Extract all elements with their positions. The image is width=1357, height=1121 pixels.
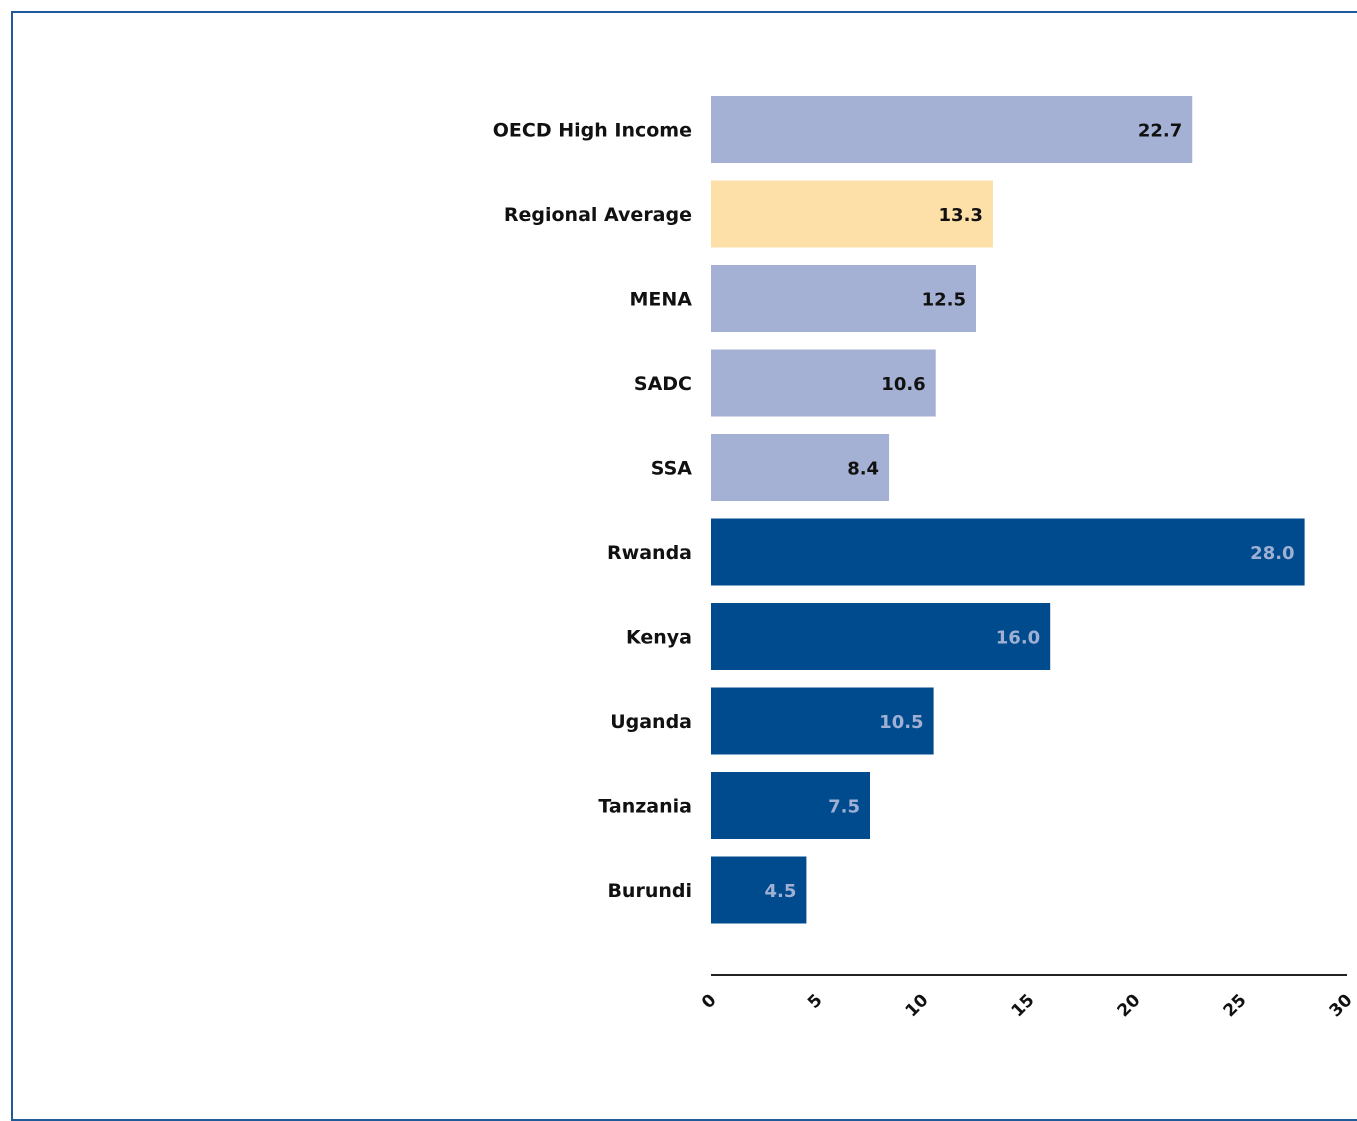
category-label-uganda: Uganda: [610, 711, 692, 733]
x-tick-label-30: 30: [1326, 990, 1357, 1021]
x-tick-label-10: 10: [902, 990, 933, 1021]
value-label-ssa: 8.4: [847, 459, 879, 480]
value-label-mena: 12.5: [922, 290, 966, 311]
x-tick-label-5: 5: [804, 990, 827, 1013]
value-label-rwanda: 28.0: [1250, 543, 1294, 564]
category-label-ssa: SSA: [651, 458, 693, 480]
bar-regional-average: [711, 180, 993, 248]
category-label-sadc: SADC: [634, 373, 692, 395]
value-label-sadc: 10.6: [881, 374, 925, 395]
value-label-uganda: 10.5: [879, 712, 923, 733]
category-label-mena: MENA: [630, 289, 693, 311]
bar-sadc: [711, 349, 936, 417]
x-tick-label-0: 0: [698, 990, 721, 1013]
bar-kenya: [711, 603, 1051, 670]
x-tick-label-20: 20: [1114, 990, 1145, 1021]
x-tick-label-25: 25: [1220, 990, 1251, 1021]
x-tick-labels-group: 0 5 10 15 20 25 30: [698, 990, 1357, 1021]
bar-mena: [711, 265, 976, 332]
bar-ssa: [711, 434, 890, 501]
value-labels-group: 22.7 13.3 12.5 10.6 8.4 28.0 16.0 10.5 7.5 4.5: [765, 121, 1295, 903]
bars-group: [711, 96, 1305, 924]
value-label-regional-average: 13.3: [939, 205, 983, 226]
bar-oecd-high-income: [711, 96, 1193, 163]
category-label-rwanda: Rwanda: [607, 542, 692, 564]
category-label-kenya: Kenya: [626, 627, 692, 649]
value-label-burundi: 4.5: [765, 881, 797, 902]
x-tick-label-15: 15: [1008, 990, 1039, 1021]
category-label-oecd-high-income: OECD High Income: [493, 120, 692, 142]
category-label-tanzania: Tanzania: [598, 796, 692, 818]
bar-burundi: [711, 856, 807, 924]
category-label-burundi: Burundi: [607, 880, 692, 902]
bar-rwanda: [711, 518, 1305, 586]
bar-uganda: [711, 687, 934, 755]
bar-tanzania: [711, 772, 870, 839]
category-labels-group: OECD High Income Regional Average MENA SADC…: [493, 120, 693, 903]
value-label-tanzania: 7.5: [828, 797, 860, 818]
value-label-oecd-high-income: 22.7: [1138, 121, 1182, 142]
category-label-regional-average: Regional Average: [504, 204, 692, 226]
value-label-kenya: 16.0: [996, 628, 1040, 649]
